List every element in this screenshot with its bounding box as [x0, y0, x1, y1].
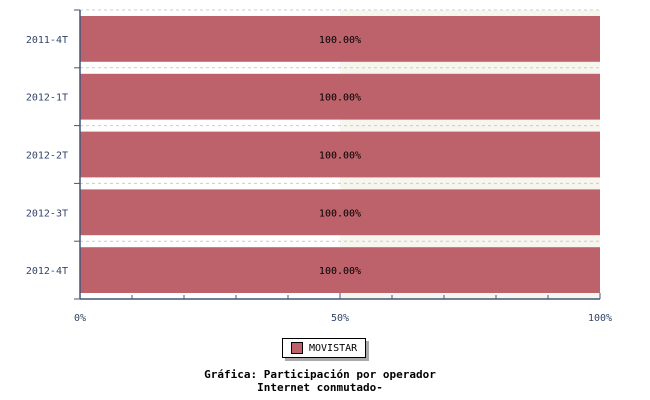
data-label: 100.00% [319, 208, 361, 219]
legend-label-movistar: MOVISTAR [309, 342, 358, 354]
category-label: 2012-1T [26, 93, 68, 104]
bar-2012-2T [80, 131, 600, 178]
bar-2012-1T [80, 73, 600, 120]
category-label: 2012-3T [26, 208, 68, 219]
x-tick-label: 50% [331, 313, 349, 324]
legend-swatch-movistar [291, 342, 303, 354]
bar-chart: 100.00% 2011-4T 100.00% 2012-1T 100.00% 2012-… [26, 9, 612, 324]
bar-2011-4T [80, 16, 600, 62]
bar-2012-3T [80, 189, 600, 236]
data-label: 100.00% [319, 93, 361, 104]
data-label: 100.00% [319, 35, 361, 46]
chart-title-line-1: Gráfica: Participación por operador [204, 368, 436, 381]
x-tick-label: 0% [74, 313, 86, 324]
category-label: 2012-4T [26, 266, 68, 277]
chart-title-line-2: Internet conmutado- [257, 381, 383, 394]
data-label: 100.00% [319, 151, 361, 162]
chart-title: Gráfica: Participación por operador Inte… [0, 368, 640, 394]
x-tick-label: 100% [588, 313, 612, 324]
legend: MOVISTAR [282, 338, 366, 358]
data-label: 100.00% [319, 266, 361, 277]
category-label: 2011-4T [26, 35, 68, 46]
bar-2012-4T [80, 247, 600, 293]
category-label: 2012-2T [26, 151, 68, 162]
